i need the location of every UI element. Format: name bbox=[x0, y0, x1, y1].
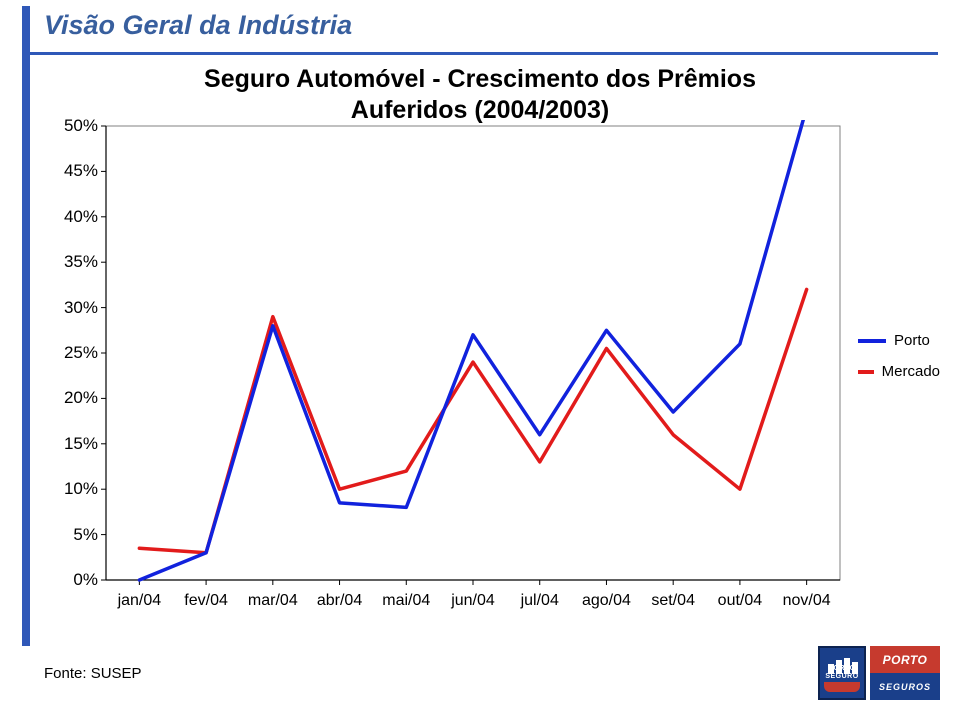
ship-hull-icon bbox=[824, 682, 860, 692]
x-tick-label: mar/04 bbox=[248, 592, 298, 610]
y-tick-label: 40% bbox=[48, 207, 98, 227]
x-tick-label: jun/04 bbox=[451, 592, 495, 610]
x-tick-label: set/04 bbox=[651, 592, 695, 610]
y-tick-label: 50% bbox=[48, 116, 98, 136]
x-tick-label: jan/04 bbox=[118, 592, 162, 610]
y-tick-label: 30% bbox=[48, 298, 98, 318]
x-tick-label: jul/04 bbox=[521, 592, 559, 610]
x-tick-label: nov/04 bbox=[783, 592, 831, 610]
x-tick-label: mai/04 bbox=[382, 592, 430, 610]
chart-svg bbox=[42, 120, 930, 626]
chart-title-line1: Seguro Automóvel - Crescimento dos Prêmi… bbox=[0, 64, 960, 95]
y-tick-label: 45% bbox=[48, 161, 98, 181]
y-tick-label: 20% bbox=[48, 388, 98, 408]
legend-label-mercado: Mercado bbox=[882, 363, 940, 380]
legend: Porto Mercado bbox=[858, 332, 940, 394]
logo-text-porto: PORTO bbox=[820, 665, 864, 672]
legend-swatch-mercado bbox=[858, 370, 874, 374]
y-tick-label: 0% bbox=[48, 570, 98, 590]
y-tick-label: 25% bbox=[48, 343, 98, 363]
footer-source: Fonte: SUSEP bbox=[44, 665, 142, 682]
legend-item-porto: Porto bbox=[858, 332, 940, 349]
company-logo: PORTO SEGURO PORTO SEGUROS bbox=[818, 646, 940, 700]
logo-text-seguro: SEGURO bbox=[820, 673, 864, 680]
y-tick-label: 35% bbox=[48, 252, 98, 272]
x-tick-label: out/04 bbox=[718, 592, 762, 610]
x-tick-label: abr/04 bbox=[317, 592, 362, 610]
legend-item-mercado: Mercado bbox=[858, 363, 940, 380]
y-tick-label: 5% bbox=[48, 525, 98, 545]
x-tick-label: ago/04 bbox=[582, 592, 631, 610]
logo-wordmark-top: PORTO bbox=[870, 646, 940, 673]
logo-wordmark-bottom: SEGUROS bbox=[870, 673, 940, 700]
y-tick-label: 10% bbox=[48, 479, 98, 499]
chart-title: Seguro Automóvel - Crescimento dos Prêmi… bbox=[0, 0, 960, 127]
y-tick-label: 15% bbox=[48, 434, 98, 454]
legend-label-porto: Porto bbox=[894, 332, 930, 349]
chart-area: 0%5%10%15%20%25%30%35%40%45%50% jan/04fe… bbox=[42, 120, 930, 626]
legend-swatch-porto bbox=[858, 339, 886, 343]
x-tick-label: fev/04 bbox=[184, 592, 228, 610]
slide-page: Visão Geral da Indústria Seguro Automóve… bbox=[0, 0, 960, 714]
logo-wordmark: PORTO SEGUROS bbox=[870, 646, 940, 700]
logo-emblem: PORTO SEGURO bbox=[818, 646, 866, 700]
